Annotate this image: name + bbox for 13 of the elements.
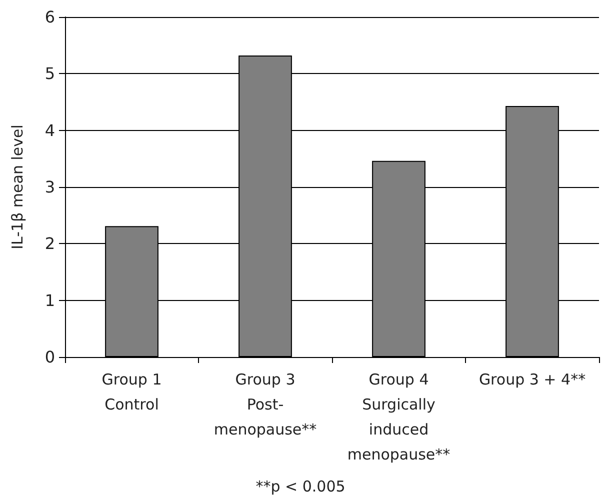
text: **p < 0.005 bbox=[256, 478, 346, 496]
y-tick-label: 5 bbox=[44, 64, 55, 84]
y-tick-label: 2 bbox=[44, 234, 55, 254]
y-tick-label: 0 bbox=[44, 348, 55, 366]
y-tick-label: 3 bbox=[44, 178, 55, 196]
y-axis-title: IL-1β mean level bbox=[8, 124, 26, 250]
x-tick-label: Group 1 Control bbox=[102, 370, 162, 414]
x-tick-label: Group 3 + 4** bbox=[478, 370, 586, 388]
y-tick-label: 4 bbox=[44, 120, 55, 140]
x-tick-label: Group 4 Surgically induced menopause** bbox=[347, 370, 451, 464]
x-tick-label: Group 3 Post- menopause** bbox=[214, 370, 318, 438]
y-tick-label: 1 bbox=[44, 290, 55, 310]
y-tick-label: 6 bbox=[44, 8, 55, 26]
